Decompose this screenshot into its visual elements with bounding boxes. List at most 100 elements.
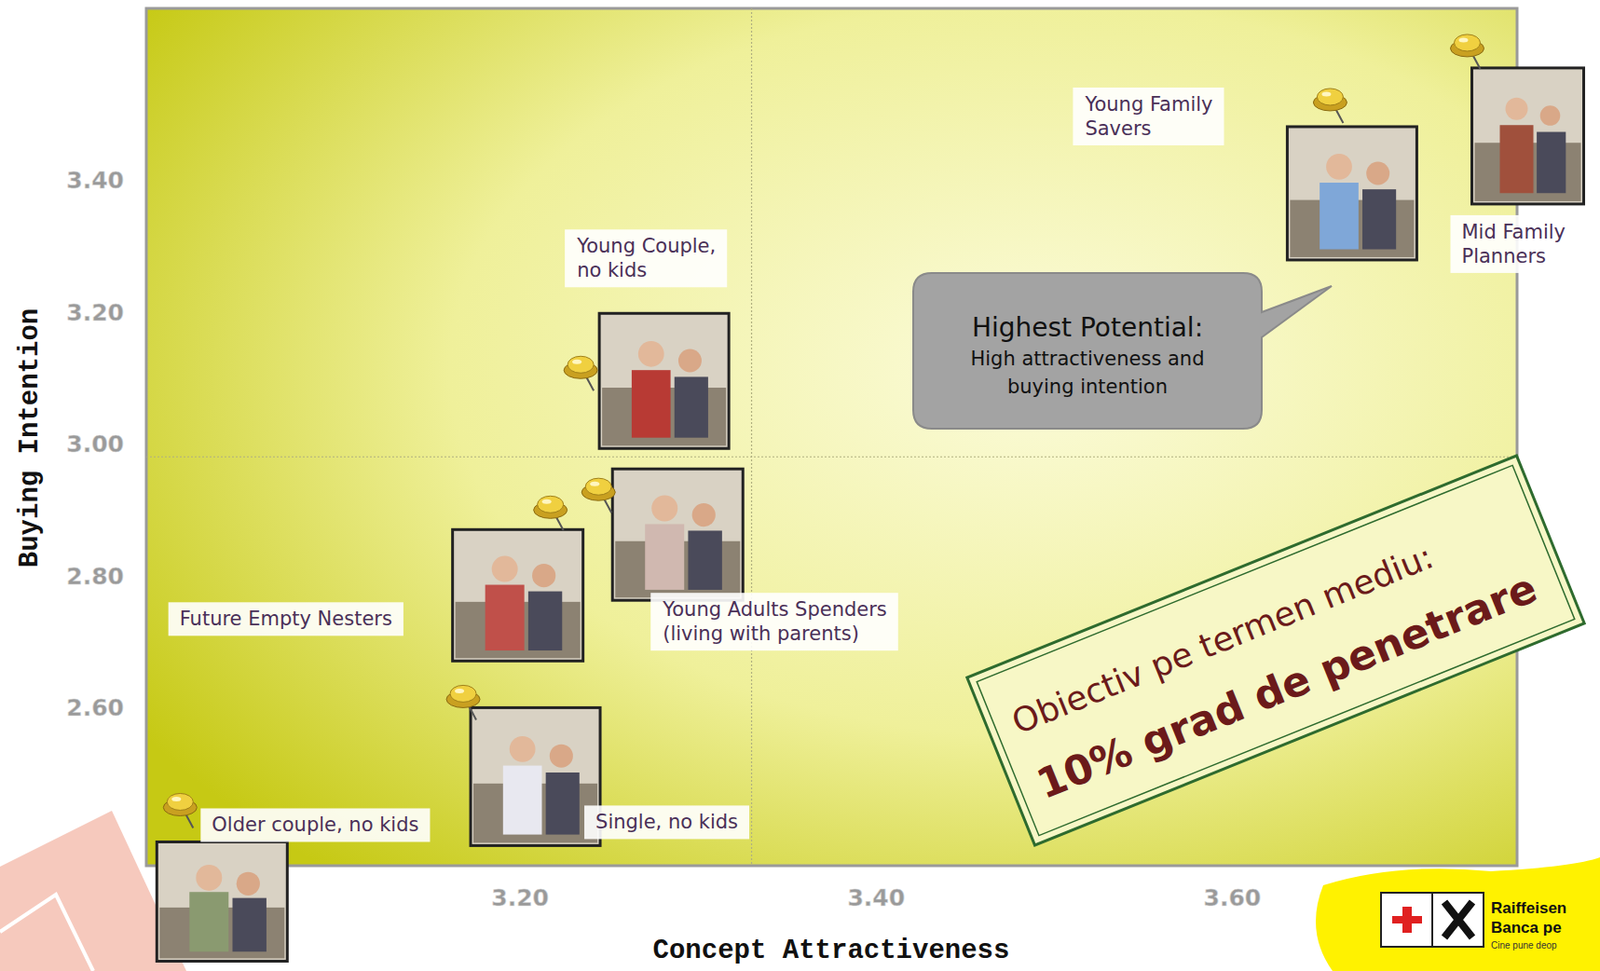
label-background — [1072, 87, 1224, 146]
pin-head — [166, 793, 193, 810]
pin — [446, 684, 480, 720]
photo-frame — [156, 841, 288, 961]
y-tick-label: 3.20 — [66, 299, 124, 327]
point-label: Single, no kids — [595, 810, 739, 834]
photo-body — [485, 585, 525, 652]
photo-body — [528, 591, 562, 651]
pin — [563, 355, 598, 391]
photo-head — [532, 563, 556, 588]
photo-body — [644, 523, 684, 590]
label-line: (living with parents) — [662, 622, 860, 645]
pin-head — [567, 355, 594, 373]
label-background — [168, 601, 404, 636]
logo-cross — [1444, 902, 1473, 938]
label-line: Mid Family — [1462, 220, 1567, 244]
photo — [1286, 126, 1417, 260]
photo-body — [1319, 182, 1359, 250]
x-tick-label: 3.60 — [1203, 884, 1261, 912]
pin — [1450, 34, 1485, 69]
photo-body — [674, 376, 709, 438]
photo-frame — [452, 529, 584, 661]
logo-name: Raiffeisen — [1490, 899, 1567, 917]
label-background — [650, 592, 899, 651]
objective: Obiectiv pe termen mediu:10% grad de pen… — [967, 455, 1585, 846]
photo — [599, 313, 729, 449]
photo-body — [503, 765, 543, 835]
pin — [1312, 88, 1347, 124]
pin-highlight — [589, 481, 600, 487]
photo-body — [546, 772, 580, 835]
photo-frame — [1286, 126, 1417, 260]
callout-box — [913, 273, 1332, 429]
photo-body — [232, 898, 266, 953]
label-line: Older couple, no kids — [211, 813, 419, 836]
reference-line-x — [751, 8, 753, 866]
x-tick-label: 3.20 — [491, 884, 549, 912]
photo — [612, 468, 743, 601]
point-label: Young Adults Spenders(living with parent… — [661, 598, 888, 645]
photo-head — [651, 495, 678, 522]
label-background — [584, 805, 750, 839]
pin-head — [1454, 34, 1481, 52]
point-label: Young Couple,no kids — [575, 234, 716, 282]
label-background — [1450, 215, 1578, 274]
photo-head — [1326, 153, 1353, 180]
logo-blob — [1315, 857, 1600, 971]
point-label: Young FamilySavers — [1083, 93, 1213, 140]
photo-head — [549, 744, 574, 768]
logo-line: Banca pe — [1490, 918, 1562, 937]
stripe-line — [0, 894, 94, 971]
plot-frame — [146, 8, 1518, 866]
reference-line-y — [146, 456, 1518, 458]
label-line: Planners — [1462, 245, 1546, 268]
pin — [163, 793, 197, 828]
photo — [1472, 68, 1585, 205]
label-line: Young Couple, — [575, 234, 716, 258]
photo-head — [638, 341, 665, 368]
objective-box — [967, 455, 1585, 846]
logo-tagline: Cine pune deop — [1490, 940, 1558, 951]
pin-highlight — [1321, 91, 1331, 96]
objective-inner-border — [976, 464, 1575, 835]
photo-head — [509, 736, 536, 763]
pin-head — [585, 478, 612, 495]
logo-red — [1402, 906, 1412, 933]
chart: 2.602.803.003.203.403.203.403.60Concept … — [0, 0, 1600, 971]
photo-frame — [599, 313, 729, 449]
callout-title: Highest Potential: — [971, 312, 1204, 343]
photo-body — [1500, 124, 1534, 193]
photo-body — [189, 891, 229, 952]
objective-text: 10% grad de penetrare — [1029, 563, 1544, 808]
x-axis-title: Concept Attractiveness — [653, 935, 1011, 967]
photo-head — [492, 556, 519, 583]
photo — [452, 529, 584, 661]
label-line: Savers — [1084, 117, 1151, 140]
photo-frame — [612, 468, 743, 601]
photo-head — [195, 864, 222, 891]
label-background — [200, 807, 430, 842]
label-line: no kids — [576, 259, 647, 282]
photo-head — [1366, 161, 1390, 185]
point-label: Future Empty Nesters — [179, 607, 393, 630]
photo-head — [692, 503, 716, 527]
label-line: Young Adults Spenders — [661, 598, 888, 621]
label-line: Young Family — [1083, 93, 1213, 116]
photo — [470, 707, 601, 846]
y-tick-label: 3.40 — [66, 166, 124, 194]
pin — [533, 495, 568, 531]
photos — [156, 68, 1584, 962]
logo: RaiffeisenBanca pe Cine pune deop — [1315, 857, 1600, 971]
logo-divider — [1431, 892, 1434, 947]
pin-highlight — [1459, 37, 1469, 42]
label-line: Single, no kids — [595, 810, 739, 834]
label-background — [564, 229, 727, 288]
pin-highlight — [171, 796, 181, 802]
label-line: Future Empty Nesters — [179, 607, 393, 630]
x-tick-label: 3.40 — [847, 884, 905, 912]
pin-highlight — [542, 499, 552, 505]
photo-head — [678, 349, 702, 373]
photo-head — [236, 872, 260, 896]
callout: Highest Potential:High attractiveness an… — [913, 273, 1332, 429]
pin-head — [1316, 88, 1343, 106]
callout-line: buying intention — [1007, 375, 1168, 398]
